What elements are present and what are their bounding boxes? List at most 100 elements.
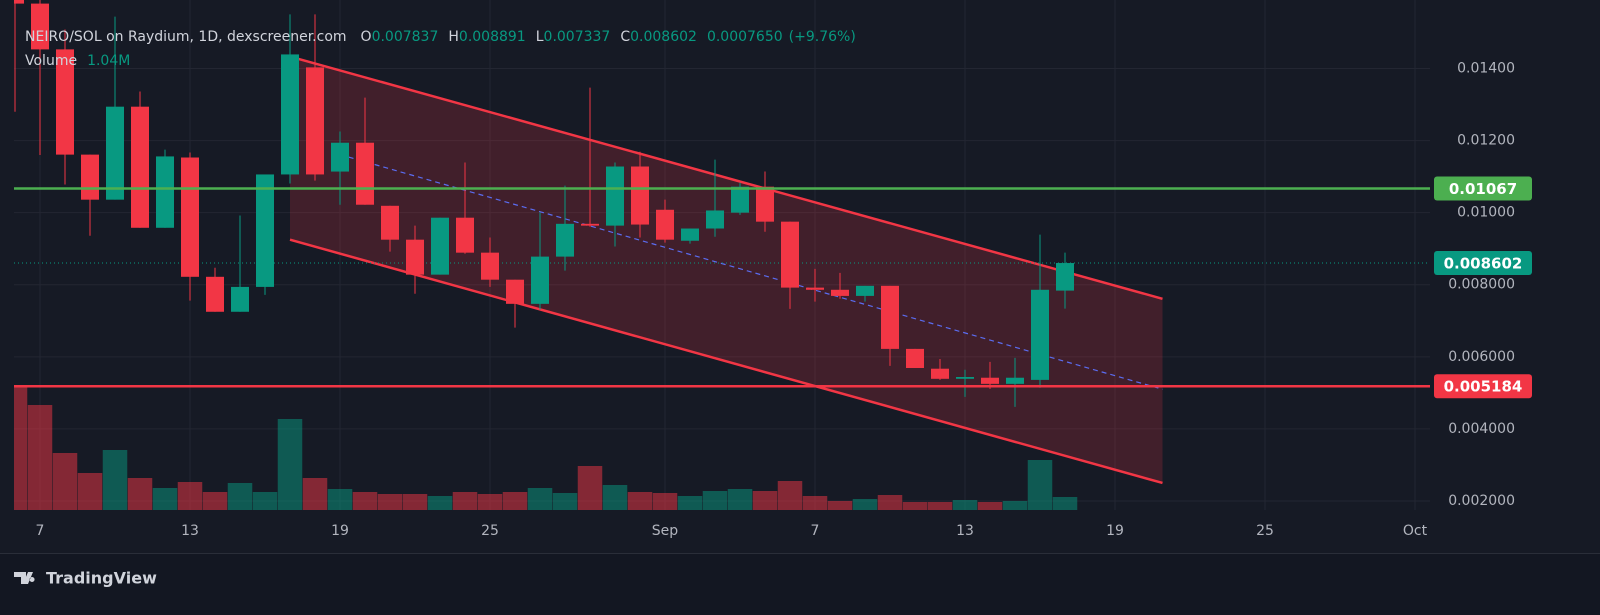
legend-row: NEIRO/SOL on Raydium, 1D, dexscreener.co…	[25, 25, 856, 49]
candle-body	[406, 239, 424, 275]
x-tick-label: Oct	[1403, 523, 1428, 539]
symbol-title: NEIRO/SOL on Raydium, 1D, dexscreener.co…	[25, 29, 347, 45]
y-tick-label: 0.01400	[1457, 60, 1515, 76]
volume-bar	[227, 483, 253, 510]
candle-body	[1006, 377, 1024, 384]
volume-bar	[702, 491, 728, 510]
candle-body	[456, 217, 474, 253]
volume-bar	[377, 494, 403, 510]
volume-bar	[252, 492, 278, 510]
volume-bar	[302, 478, 328, 510]
x-tick-label: 25	[481, 523, 499, 539]
x-tick-label: 25	[1256, 523, 1274, 539]
candle-body	[881, 285, 899, 349]
candle-body	[181, 157, 199, 277]
x-tick-label: 13	[181, 523, 199, 539]
y-tick-label: 0.008000	[1448, 277, 1515, 293]
candle-body	[281, 54, 299, 175]
volume-pane	[14, 385, 1078, 510]
brand-name: TradingView	[46, 569, 157, 588]
candle-body	[981, 377, 999, 384]
candle-body	[681, 228, 699, 241]
volume-bar	[352, 492, 378, 510]
channel-midline	[339, 154, 1163, 390]
candle-body	[656, 209, 674, 240]
volume-bar	[627, 492, 653, 510]
candle-body	[806, 287, 824, 290]
volume-bar	[14, 385, 28, 510]
volume-bar	[727, 489, 753, 510]
volume-bar	[102, 450, 128, 510]
volume-bar	[502, 492, 528, 510]
volume-bar	[827, 501, 853, 510]
volume-value: 1.04M	[87, 53, 131, 69]
candle-body	[756, 186, 774, 222]
candle-body	[581, 223, 599, 226]
y-tick-label: 0.002000	[1448, 493, 1515, 509]
candle-body	[31, 3, 49, 50]
candle-body	[81, 154, 99, 200]
volume-bar	[277, 419, 303, 510]
ohlc-label: H	[448, 29, 459, 45]
volume-bar	[777, 481, 803, 510]
volume-bar	[1027, 460, 1053, 510]
x-tick-label: 7	[811, 523, 820, 539]
y-tick-label: 0.004000	[1448, 421, 1515, 437]
volume-bar	[802, 496, 828, 510]
candle-body	[256, 174, 274, 287]
volume-bar	[177, 482, 203, 510]
candle-body	[306, 67, 324, 175]
candle-body	[231, 286, 249, 312]
change-percent: (+9.76%)	[788, 29, 856, 45]
candle-body	[906, 348, 924, 368]
candle-body	[14, 0, 24, 4]
candle-body	[481, 252, 499, 280]
volume-bar	[752, 491, 778, 510]
volume-bar	[877, 495, 903, 510]
ohlc-label: L	[535, 29, 544, 45]
candle-body	[1056, 263, 1074, 291]
volume-bar	[527, 488, 553, 510]
volume-bar	[852, 499, 878, 510]
x-tick-label: Sep	[652, 523, 679, 539]
candle-body	[431, 217, 449, 275]
volume-bar	[152, 488, 178, 510]
candle-body	[156, 156, 174, 228]
candle-body	[556, 223, 574, 257]
volume-bar	[427, 496, 453, 510]
candle-body	[831, 289, 849, 296]
volume-bar	[977, 502, 1003, 510]
volume-bar	[477, 494, 503, 510]
candle-body	[206, 276, 224, 312]
volume-bar	[127, 478, 153, 510]
volume-bar	[577, 466, 603, 510]
candle-body	[781, 221, 799, 288]
volume-bar	[902, 502, 928, 510]
volume-bar	[202, 492, 228, 510]
ohlc-value: 0.007337	[543, 29, 611, 45]
legend-row: Volume 1.04M	[25, 49, 856, 73]
price-level-label: 0.005184	[1444, 378, 1523, 396]
candle-body	[106, 106, 124, 200]
ohlc-value: 0.007837	[371, 29, 439, 45]
candle-body	[56, 49, 74, 155]
candle-body	[356, 142, 374, 205]
x-tick-label: 19	[1106, 523, 1124, 539]
candle-body	[331, 142, 349, 172]
volume-bar	[77, 473, 103, 510]
y-tick-label: 0.01200	[1457, 133, 1515, 149]
last-price-tag	[1434, 251, 1532, 276]
candle-body	[531, 256, 549, 304]
y-tick-label: 0.006000	[1448, 349, 1515, 365]
change: 0.0007650	[706, 29, 783, 45]
candle-body	[731, 186, 749, 213]
volume-title: Volume	[25, 53, 78, 69]
volume-bar	[52, 453, 78, 510]
y-tick-label: 0.01000	[1457, 205, 1515, 221]
axes: 0.01400 0.01200 0.01000 0.008000 0.006000 0.0…	[36, 60, 1532, 539]
candle-body	[956, 377, 974, 379]
candle-body	[506, 279, 524, 304]
brand-logo: TradingView	[14, 569, 157, 588]
volume-bar	[452, 492, 478, 510]
volume-bar	[402, 494, 428, 510]
